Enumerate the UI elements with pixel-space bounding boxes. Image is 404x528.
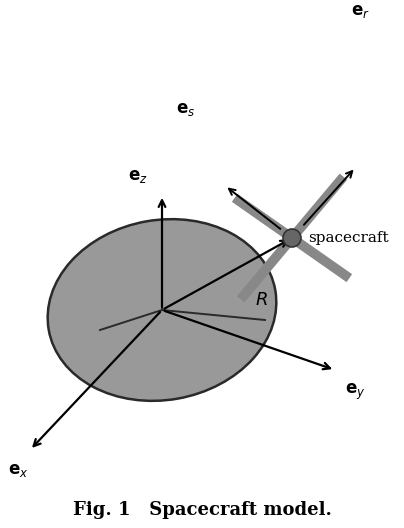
Text: Fig. 1   Spacecraft model.: Fig. 1 Spacecraft model. — [73, 501, 331, 519]
Circle shape — [283, 229, 301, 247]
Text: spacecraft: spacecraft — [308, 231, 389, 245]
Text: $\mathbf{e}_s$: $\mathbf{e}_s$ — [176, 101, 195, 118]
Text: $\mathbf{e}_y$: $\mathbf{e}_y$ — [345, 382, 366, 402]
Text: $\mathbf{e}_r$: $\mathbf{e}_r$ — [351, 3, 370, 20]
Ellipse shape — [48, 219, 276, 401]
Text: $R$: $R$ — [255, 291, 268, 309]
Text: $\mathbf{e}_z$: $\mathbf{e}_z$ — [128, 168, 148, 185]
Text: $\mathbf{e}_x$: $\mathbf{e}_x$ — [8, 462, 28, 479]
